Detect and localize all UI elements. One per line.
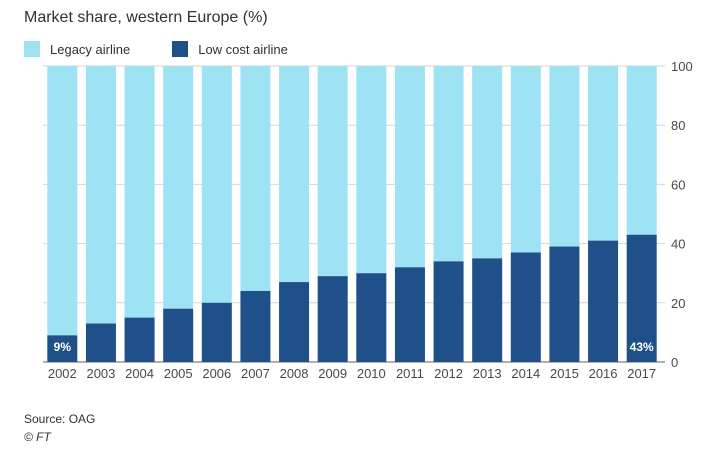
bar-legacy-2011 <box>394 66 425 268</box>
bar-legacy-2013 <box>472 66 503 259</box>
data-label-2002: 9% <box>54 340 72 354</box>
stacked-bar-chart: 0 20 40 60 80 100 2002 2003 2004 2005 2006 2007 2008… <box>43 59 693 381</box>
x-tick-label: 2004 <box>125 366 154 381</box>
bar-lowcost-2004 <box>124 317 155 362</box>
bar-lowcost-2011 <box>394 267 425 362</box>
bar-lowcost-2017 <box>626 234 657 362</box>
copyright-credit: © FT <box>24 430 51 444</box>
bar-legacy-2002 <box>47 66 78 336</box>
x-tick-label: 2012 <box>434 366 463 381</box>
y-tick-label: 40 <box>671 237 685 252</box>
bar-legacy-2012 <box>433 66 464 262</box>
bar-legacy-2015 <box>549 66 580 247</box>
legend: Legacy airline Low cost airline <box>24 41 330 57</box>
bar-lowcost-2006 <box>201 302 232 362</box>
x-tick-label: 2016 <box>589 366 618 381</box>
bar-lowcost-2014 <box>510 252 541 362</box>
bar-lowcost-2009 <box>317 276 348 362</box>
legend-item-lowcost: Low cost airline <box>172 41 288 57</box>
legend-swatch-lowcost <box>172 41 189 57</box>
bar-lowcost-2010 <box>356 273 387 362</box>
x-tick-label: 2002 <box>48 366 77 381</box>
legend-swatch-legacy <box>24 41 40 57</box>
x-tick-label: 2010 <box>357 366 386 381</box>
legend-label-lowcost: Low cost airline <box>198 41 288 57</box>
y-tick-label: 60 <box>671 177 685 192</box>
bar-lowcost-2007 <box>240 290 271 362</box>
data-label-2017: 43% <box>630 340 654 354</box>
x-tick-label: 2011 <box>396 366 424 381</box>
x-tick-label: 2006 <box>202 366 231 381</box>
x-tick-label: 2005 <box>164 366 193 381</box>
bar-legacy-2005 <box>163 66 194 309</box>
bar-lowcost-2016 <box>588 240 619 362</box>
bar-lowcost-2012 <box>433 261 464 362</box>
bar-legacy-2007 <box>240 66 271 291</box>
chart-title: Market share, western Europe (%) <box>24 9 268 26</box>
x-tick-label: 2008 <box>280 366 309 381</box>
x-tick-label: 2009 <box>318 366 347 381</box>
bar-legacy-2009 <box>317 66 348 277</box>
bar-lowcost-2005 <box>163 308 194 362</box>
bar-legacy-2010 <box>356 66 387 274</box>
bar-legacy-2008 <box>279 66 310 283</box>
bar-lowcost-2003 <box>85 323 116 362</box>
y-tick-label: 20 <box>671 296 685 311</box>
bar-lowcost-2015 <box>549 246 580 362</box>
x-tick-label: 2015 <box>550 366 579 381</box>
bar-legacy-2017 <box>626 66 657 235</box>
x-tick-label: 2017 <box>627 366 656 381</box>
bar-legacy-2006 <box>201 66 232 303</box>
bar-legacy-2016 <box>588 66 619 241</box>
bar-legacy-2004 <box>124 66 155 318</box>
x-tick-label: 2013 <box>473 366 502 381</box>
bar-legacy-2003 <box>85 66 116 324</box>
bar-lowcost-2013 <box>472 258 503 362</box>
source-note: Source: OAG <box>24 412 96 426</box>
bar-legacy-2014 <box>510 66 541 253</box>
y-tick-label: 100 <box>671 59 693 74</box>
bar-lowcost-2008 <box>279 282 310 362</box>
x-tick-label: 2003 <box>86 366 115 381</box>
legend-label-legacy: Legacy airline <box>50 41 131 57</box>
bar-lowcost-2002 <box>47 335 78 362</box>
y-tick-label: 80 <box>671 118 685 133</box>
legend-item-legacy: Legacy airline <box>24 41 130 57</box>
y-tick-label: 0 <box>671 355 678 370</box>
x-tick-label: 2014 <box>511 366 540 381</box>
x-tick-label: 2007 <box>241 366 270 381</box>
